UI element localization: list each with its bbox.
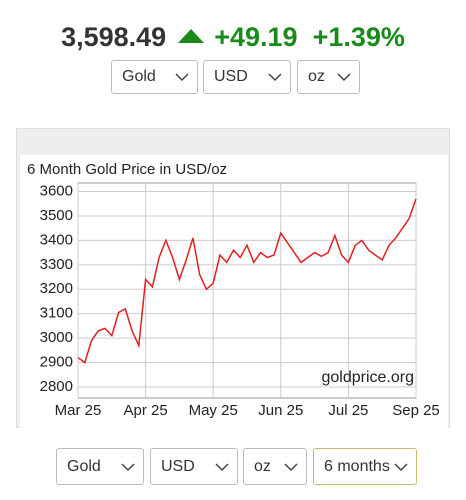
select-label: 6 months <box>324 458 390 475</box>
select-label: oz <box>254 458 271 475</box>
price-line <box>77 198 417 364</box>
y-tick-label: 3500 <box>40 207 73 224</box>
unit-select[interactable]: oz <box>297 60 360 94</box>
y-tick-label: 3300 <box>40 256 73 273</box>
x-tick-label: Jul 25 <box>328 402 368 419</box>
select-label: oz <box>308 68 325 85</box>
y-tick-label: 3400 <box>40 231 73 248</box>
select-label: Gold <box>122 68 156 85</box>
chart-title: 6 Month Gold Price in USD/oz <box>27 161 227 178</box>
currency-select[interactable]: USD <box>150 448 238 485</box>
chevron <box>268 73 282 82</box>
chevron <box>337 73 351 82</box>
chevron <box>215 463 229 472</box>
y-tick-label: 2800 <box>40 378 73 395</box>
period-select[interactable]: 6 months <box>313 448 417 485</box>
y-tick-label: 3100 <box>40 305 73 322</box>
x-tick-label: May 25 <box>189 402 238 419</box>
x-tick-label: Apr 25 <box>123 402 167 419</box>
y-tick-label: 2900 <box>40 354 73 371</box>
x-tick-label: Mar 25 <box>55 402 102 419</box>
y-tick-label: 3200 <box>40 280 73 297</box>
select-label: USD <box>161 458 195 475</box>
chart: 6 Month Gold Price in USD/oz 2800 2900 300… <box>20 155 448 428</box>
select-label: USD <box>214 68 248 85</box>
price: 3,598.49 <box>61 22 167 52</box>
y-tick-label: 3600 <box>40 183 73 200</box>
change-percent: +1.39% <box>312 22 405 52</box>
x-tick-label: Sep 25 <box>392 402 440 419</box>
chevron <box>121 463 135 472</box>
watermark: goldprice.org <box>322 369 415 386</box>
metal-select[interactable]: Gold <box>111 60 198 94</box>
price-header: 3,598.49 +49.19 +1.39% <box>0 22 466 53</box>
currency-select[interactable]: USD <box>203 60 291 94</box>
chevron <box>394 463 408 472</box>
y-tick-label: 3000 <box>40 329 73 346</box>
chevron <box>284 463 298 472</box>
chart-background <box>20 155 448 428</box>
x-tick-label: Jun 25 <box>258 402 303 419</box>
up-arrow <box>178 28 205 43</box>
select-label: Gold <box>67 458 101 475</box>
chevron <box>175 73 189 82</box>
change: +49.19 <box>214 22 298 52</box>
metal-select[interactable]: Gold <box>56 448 144 485</box>
unit-select[interactable]: oz <box>243 448 307 485</box>
